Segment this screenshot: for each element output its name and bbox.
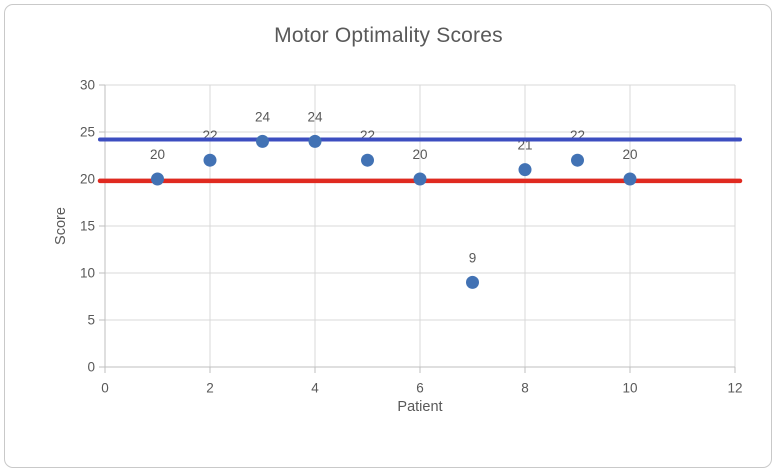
data-point xyxy=(203,153,217,167)
data-point xyxy=(571,153,584,167)
data-point-label: 24 xyxy=(255,109,271,124)
y-tick-label: 15 xyxy=(80,219,95,234)
x-tick-label: 10 xyxy=(622,381,637,396)
data-point xyxy=(413,172,427,186)
x-tick-label: 12 xyxy=(727,381,742,396)
data-point xyxy=(308,134,322,148)
data-point-label: 20 xyxy=(150,147,165,162)
y-tick-label: 0 xyxy=(87,360,95,375)
data-point xyxy=(466,275,479,289)
x-tick-label: 0 xyxy=(101,381,109,396)
data-point-label: 20 xyxy=(622,147,637,162)
y-tick-label: 30 xyxy=(80,78,95,93)
y-tick-label: 20 xyxy=(80,172,95,187)
data-point-label: 24 xyxy=(307,109,323,124)
x-axis-title: Patient xyxy=(397,399,443,415)
x-tick-label: 8 xyxy=(521,381,529,396)
x-tick-label: 2 xyxy=(206,381,214,396)
y-tick-label: 5 xyxy=(87,313,95,328)
chart-container xyxy=(4,4,772,468)
data-point xyxy=(623,172,637,186)
data-point xyxy=(151,172,164,186)
chart-title: Motor Optimality Scores xyxy=(274,24,503,47)
data-point xyxy=(256,134,269,148)
data-point xyxy=(518,163,532,177)
data-point-label: 20 xyxy=(412,147,427,162)
y-axis-title: Score xyxy=(53,207,69,245)
y-tick-label: 10 xyxy=(80,266,95,281)
data-point xyxy=(361,153,374,167)
data-point-label: 9 xyxy=(469,250,477,265)
x-tick-label: 4 xyxy=(311,381,319,396)
y-tick-label: 25 xyxy=(80,125,95,140)
x-tick-label: 6 xyxy=(416,381,424,396)
